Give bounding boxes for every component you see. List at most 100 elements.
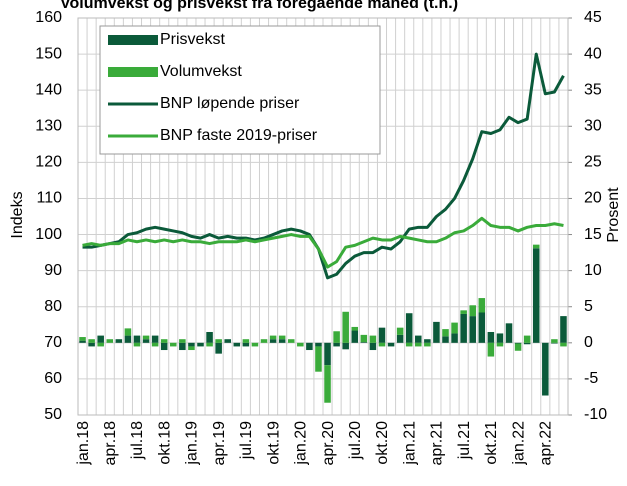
bar [160,339,168,343]
bar [451,333,458,343]
y-tick-label: 120 [35,154,62,171]
bar [124,328,132,336]
bar [233,342,241,347]
bar [297,342,304,347]
y-tick-label: 50 [44,406,62,423]
bar [523,335,531,343]
bar [170,342,177,347]
y2-tick-label: 20 [584,190,602,207]
y-tick-label: 140 [35,81,62,98]
chart-title: Volumvekst og prisvekst fra foregående m… [60,0,458,12]
bar [396,327,404,335]
legend-swatch [108,67,158,77]
y-tick-label: 100 [35,226,62,243]
bar [206,331,213,343]
bar [106,339,114,343]
y2-tick-label: 0 [584,334,593,351]
y2-tick-label: 10 [584,262,602,279]
bar [115,339,123,343]
bar [396,334,404,343]
bar [469,305,476,317]
x-tick-label: jul.20 [347,421,364,460]
bar [142,339,150,343]
bar [215,342,222,354]
bar [197,342,204,347]
bar [487,331,495,343]
bar [333,331,340,343]
y2-axis-label: Prosent [605,187,622,243]
bar [306,342,313,351]
bar [505,323,513,343]
x-tick-label: jan.20 [293,421,310,466]
bar [160,342,168,351]
bar [478,312,486,343]
bar [514,342,522,344]
legend-box [99,25,381,155]
y2-tick-label: -10 [584,406,607,423]
bar [242,342,250,347]
bar [542,342,549,396]
bar [151,335,159,343]
bar [442,329,449,337]
bar [433,321,440,343]
bar [442,336,449,343]
bar [179,342,186,351]
legend-swatch [108,35,158,45]
bar [79,340,86,343]
y-tick-label: 130 [35,117,62,134]
bar [260,339,268,343]
bar [206,342,213,347]
bar [324,365,331,403]
bar [179,339,186,343]
x-tick-label: okt.19 [265,421,282,465]
bar [424,342,431,347]
bar [560,342,567,347]
y2-tick-label: -5 [584,370,598,387]
bar [133,342,141,347]
y-tick-label: 150 [35,45,62,62]
bar [287,339,295,343]
y-tick-label: 90 [44,262,62,279]
x-tick-label: apr.20 [320,421,337,466]
x-tick-label: okt.21 [483,421,500,465]
bar [278,339,286,343]
bar [424,339,431,343]
bar [342,311,349,343]
bar [551,339,558,343]
bar [88,339,95,343]
bar [487,342,495,357]
x-tick-label: jul.18 [129,421,146,460]
bar [405,313,413,343]
line [82,52,565,280]
bar [369,342,377,351]
bar [242,339,250,343]
y2-tick-label: 15 [584,226,602,243]
legend-label: BNP faste 2019-priser [160,127,318,144]
bar [88,342,95,347]
y-tick-label: 60 [44,370,62,387]
bar [224,339,231,343]
x-tick-label: jan.19 [184,421,201,466]
bar [124,335,132,343]
y2-tick-label: 30 [584,117,602,134]
bar [79,337,86,341]
bar [215,339,222,343]
x-tick-label: apr.22 [538,421,555,466]
legend-label: BNP løpende priser [160,95,300,112]
bar [378,327,386,343]
bar [324,342,331,366]
bar [315,346,322,372]
y-axis-label: Indeks [9,191,26,238]
bar [532,244,540,249]
bar [496,333,504,343]
bar [142,335,150,340]
bar [460,310,467,314]
bar [151,342,159,347]
bar [415,342,422,347]
bar [460,313,467,343]
x-tick-label: jul.21 [456,421,473,460]
x-tick-label: okt.18 [156,421,173,465]
y-tick-label: 80 [44,298,62,315]
bar [188,342,195,347]
